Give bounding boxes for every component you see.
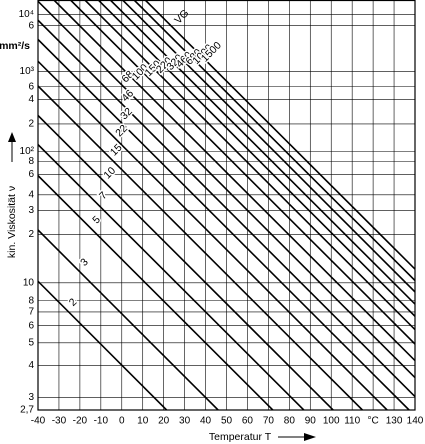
y-tick-label: 7 xyxy=(28,307,34,318)
viscosity-line xyxy=(38,0,415,379)
x-tick-label: 140 xyxy=(407,416,424,427)
y-unit: mm²/s xyxy=(0,40,30,52)
x-tick-label: -20 xyxy=(73,416,88,427)
x-tick-label: 90 xyxy=(305,416,317,427)
y-tick-label: 6 xyxy=(28,81,34,92)
viscosity-line xyxy=(109,0,415,305)
annotation: VG xyxy=(172,7,191,26)
y-tick-label: 2 xyxy=(28,119,34,130)
x-tick-label: -10 xyxy=(94,416,109,427)
y-tick-label: 5 xyxy=(28,337,34,348)
y-arrow xyxy=(8,132,16,162)
viscosity-line xyxy=(53,0,415,362)
series-label: 15 xyxy=(108,142,125,159)
x-tick-label: 60 xyxy=(242,416,254,427)
series-label: 32 xyxy=(118,105,135,122)
viscosity-line xyxy=(38,60,388,410)
viscosity-line xyxy=(38,144,305,410)
x-tick-label: 110 xyxy=(344,416,360,427)
y-tick-label: 4 xyxy=(28,189,34,200)
viscosity-line xyxy=(97,0,415,317)
series-label: 2 xyxy=(67,296,80,309)
viscosity-line xyxy=(38,280,168,410)
y-tick-label: 3 xyxy=(28,205,34,216)
y-tick-label: 10 xyxy=(23,277,35,288)
viscosity-line xyxy=(69,0,415,345)
y-tick-label: 10² xyxy=(20,146,35,157)
viscosity-line xyxy=(38,38,410,410)
y-axis-label: kin. Viskosität ν xyxy=(6,186,18,258)
viscosity-line xyxy=(38,175,274,410)
x-tick-label: 50 xyxy=(221,416,233,427)
viscosity-line xyxy=(38,229,219,410)
x-arrow xyxy=(278,433,316,441)
x-tick-label: 40 xyxy=(200,416,212,427)
series-label: 1500 xyxy=(199,39,224,64)
series-label: 22 xyxy=(113,122,130,139)
y-tick-label: 6 xyxy=(28,320,34,331)
y-tick-label: 8 xyxy=(28,156,34,167)
y-tick-label: 8 xyxy=(28,295,34,306)
y-tick-label: 4 xyxy=(28,360,34,371)
viscosity-line xyxy=(84,0,415,331)
y-tick-label: 6 xyxy=(28,169,34,180)
viscosity-line xyxy=(133,0,415,282)
x-tick-label: -30 xyxy=(52,416,67,427)
curves xyxy=(38,0,415,410)
viscosity-line xyxy=(122,0,415,293)
x-tick-label: 100 xyxy=(323,416,340,427)
x-tick-label: 70 xyxy=(263,416,275,427)
y-tick-label: 2,7 xyxy=(20,405,34,416)
viscosity-line xyxy=(144,0,415,270)
x-tick-label: 20 xyxy=(158,416,170,427)
x-axis-label: Temperatur T xyxy=(209,431,272,443)
x-tick-label: 80 xyxy=(284,416,296,427)
x-tick-label: 30 xyxy=(179,416,191,427)
y-tick-label: 3 xyxy=(28,392,34,403)
x-tick-label: 130 xyxy=(386,416,403,427)
viscosity-line xyxy=(38,85,363,410)
y-tick-label: 2 xyxy=(28,229,34,240)
series-label: 10 xyxy=(101,165,118,182)
x-tick-label: °C xyxy=(367,416,378,427)
y-tick-label: 6 xyxy=(28,20,34,31)
viscosity-line xyxy=(38,114,334,410)
viscosity-line xyxy=(38,19,415,398)
y-tick-label: 4 xyxy=(28,94,34,105)
series-label: 7 xyxy=(97,189,110,202)
x-tick-label: 10 xyxy=(137,416,149,427)
y-tick-label: 10⁴ xyxy=(19,9,34,20)
x-tick-label: 0 xyxy=(119,416,125,427)
x-tick-label: -40 xyxy=(31,416,46,427)
y-tick-label: 10³ xyxy=(20,66,35,77)
